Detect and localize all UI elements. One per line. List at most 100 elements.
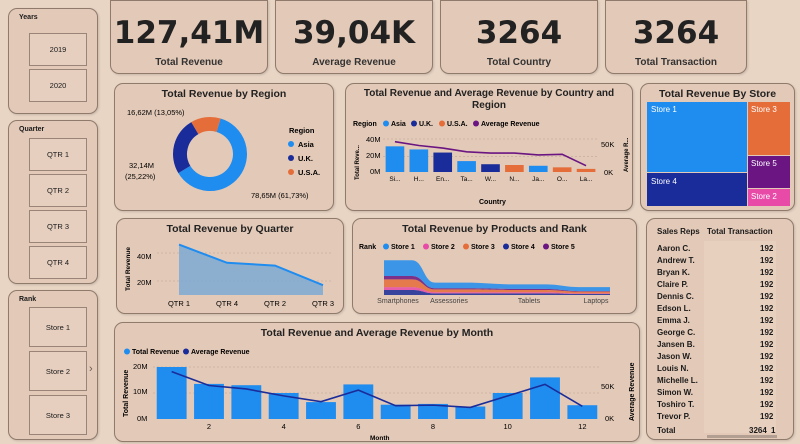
sales-rep-transactions: 192 [760, 268, 774, 277]
table-row[interactable]: Simon W. 192 [657, 388, 795, 400]
table-row[interactable]: Trevor P. 192 [657, 412, 795, 424]
month-bar-9 [455, 406, 486, 419]
year-2019-button[interactable]: 2019 [29, 33, 87, 66]
sales-rep-name: Toshiro T. [657, 400, 695, 409]
kpi-total-revenue-value: 127,41M [113, 15, 265, 51]
table-row[interactable]: Louis N. 192 [657, 364, 795, 376]
quarter-chart-card: Total Revenue by Quarter Total Revenue 4… [116, 218, 344, 314]
sales-rep-name: Aaron C. [657, 244, 691, 253]
country-y-tick-40m: 40M [366, 135, 381, 144]
quarter-x-tick-3: QTR 3 [312, 299, 334, 308]
rank-store3-button[interactable]: Store 3 [29, 395, 87, 435]
qtr2-button[interactable]: QTR 2 [29, 174, 87, 207]
country-bar-0 [385, 146, 405, 172]
store-chart-title: Total Revenue By Store [658, 88, 777, 100]
month-x-tick-6: 6 [356, 422, 360, 431]
kpi-total-country: 3264 Total Country [440, 0, 598, 74]
country-bar-4 [481, 164, 500, 172]
sales-rep-name: Emma J. [657, 316, 690, 325]
treemap-store-5[interactable]: Store 5 [748, 156, 790, 188]
table-row[interactable]: Aaron C. 192 [657, 244, 795, 256]
country-y-tick-20m: 20M [366, 151, 381, 160]
year-2020-button[interactable]: 2020 [29, 69, 87, 102]
country-average-line [394, 140, 587, 167]
quarter-y-axis-label: Total Revenue [125, 247, 132, 291]
country-y2-axis-label: Average R... [624, 137, 630, 172]
country-combo-chart: Region Asia U.K. U.S.A. Average Revenue … [353, 120, 630, 206]
country-x-tick-1: H... [414, 176, 424, 183]
month-bar-5 [306, 402, 336, 419]
sales-rep-name: Michelle L. [657, 376, 698, 385]
table-row[interactable]: Claire P. 192 [657, 280, 795, 292]
treemap-store-3[interactable]: Store 3 [748, 102, 790, 155]
month-y-tick-20m: 20M [133, 362, 148, 371]
country-legend-uk-dot [411, 120, 417, 127]
treemap-store-4-label: Store 4 [651, 177, 677, 186]
table-row[interactable]: Toshiro T. 192 [657, 400, 795, 412]
sales-table-header-reps[interactable]: Sales Reps [657, 227, 700, 236]
kpi-total-transaction-label: Total Transaction [634, 57, 718, 68]
region-legend-usa: U.S.A. [298, 168, 320, 177]
donut-slice-uk [173, 122, 199, 174]
product-legend-store5: Store 5 [551, 244, 575, 251]
table-row[interactable]: Dennis C. 192 [657, 292, 795, 304]
table-row[interactable]: Jason W. 192 [657, 352, 795, 364]
sales-table-header-transaction[interactable]: Total Transaction [707, 227, 773, 236]
table-row[interactable]: Edson L. 192 [657, 304, 795, 316]
country-legend-avg: Average Revenue [481, 121, 540, 128]
sales-rep-name: Bryan K. [657, 268, 690, 277]
month-y2-tick-50k: 50K [601, 382, 614, 391]
legend-usa-dot [288, 169, 294, 175]
region-legend-uk: U.K. [298, 154, 313, 163]
sales-rep-transactions: 192 [760, 400, 774, 409]
chevron-right-icon[interactable]: › [89, 363, 93, 375]
sales-rep-transactions: 192 [760, 256, 774, 265]
country-legend-uk: U.K. [419, 121, 433, 128]
treemap-store-3-label: Store 3 [751, 105, 777, 114]
country-legend-usa-dot [439, 120, 445, 127]
treemap-store-2[interactable]: Store 2 [748, 189, 790, 206]
treemap-store-4[interactable]: Store 4 [647, 173, 747, 206]
country-bar-2 [433, 152, 453, 172]
quarter-area-chart: Total Revenue 40M 20M QTR 1 QTR 4 QTR 2 QTR… [125, 243, 334, 308]
treemap-store-2-label: Store 2 [751, 192, 777, 201]
table-row[interactable]: George C. 192 [657, 328, 795, 340]
product-ribbon-chart: Rank Store 1 Store 2 Store 3 Store 4 Sto… [359, 243, 610, 305]
product-ribbon-store-3 [384, 279, 610, 294]
rank-store2-button[interactable]: Store 2 [29, 351, 87, 391]
table-row[interactable]: Jansen B. 192 [657, 340, 795, 352]
table-row[interactable]: Bryan K. 192 [657, 268, 795, 280]
qtr4-button[interactable]: QTR 4 [29, 246, 87, 279]
treemap-store-1[interactable]: Store 1 [647, 102, 747, 172]
region-donut-chart: 16,62M (13,05%) 32,14M (25,22%) 78,65M (… [125, 108, 320, 200]
country-legend-asia-dot [383, 120, 389, 127]
month-combo-chart: Total Revenue Average Revenue Total Reve… [123, 348, 636, 442]
rank-store1-button[interactable]: Store 1 [29, 307, 87, 347]
month-x-tick-2: 2 [207, 422, 211, 431]
sales-table-card: Sales Reps Total Transaction Aaron C. 192… [646, 218, 794, 440]
table-row[interactable]: Andrew T. 192 [657, 256, 795, 268]
product-legend-store3: Store 3 [471, 244, 495, 251]
table-row[interactable]: Emma J. 192 [657, 316, 795, 328]
sales-table-total-extra: 1 [771, 426, 776, 435]
month-y-tick-10m: 10M [133, 387, 148, 396]
month-x-tick-12: 12 [578, 422, 586, 431]
product-legend-title: Rank [359, 244, 376, 251]
product-x-tick-1: Assessories [430, 298, 468, 305]
month-x-tick-4: 4 [282, 422, 286, 431]
table-row[interactable]: Michelle L. 192 [657, 376, 795, 388]
sales-rep-name: Andrew T. [657, 256, 695, 265]
kpi-average-revenue-value: 39,04K [292, 15, 416, 51]
country-x-tick-5: N... [509, 176, 519, 183]
month-chart-title: Total Revenue and Average Revenue by Mon… [260, 327, 494, 339]
years-slicer: Years 2019 2020 [8, 8, 98, 114]
month-y-axis-label: Total Revenue [123, 370, 130, 417]
sales-table-scrollbar[interactable] [707, 435, 777, 438]
qtr3-button[interactable]: QTR 3 [29, 210, 87, 243]
qtr1-button[interactable]: QTR 1 [29, 138, 87, 171]
kpi-total-revenue: 127,41M Total Revenue [110, 0, 268, 74]
sales-table-total-value: 3264 [749, 426, 767, 435]
sales-rep-name: Jason W. [657, 352, 692, 361]
country-x-tick-0: Si... [389, 176, 400, 183]
country-x-tick-2: En... [436, 176, 450, 183]
